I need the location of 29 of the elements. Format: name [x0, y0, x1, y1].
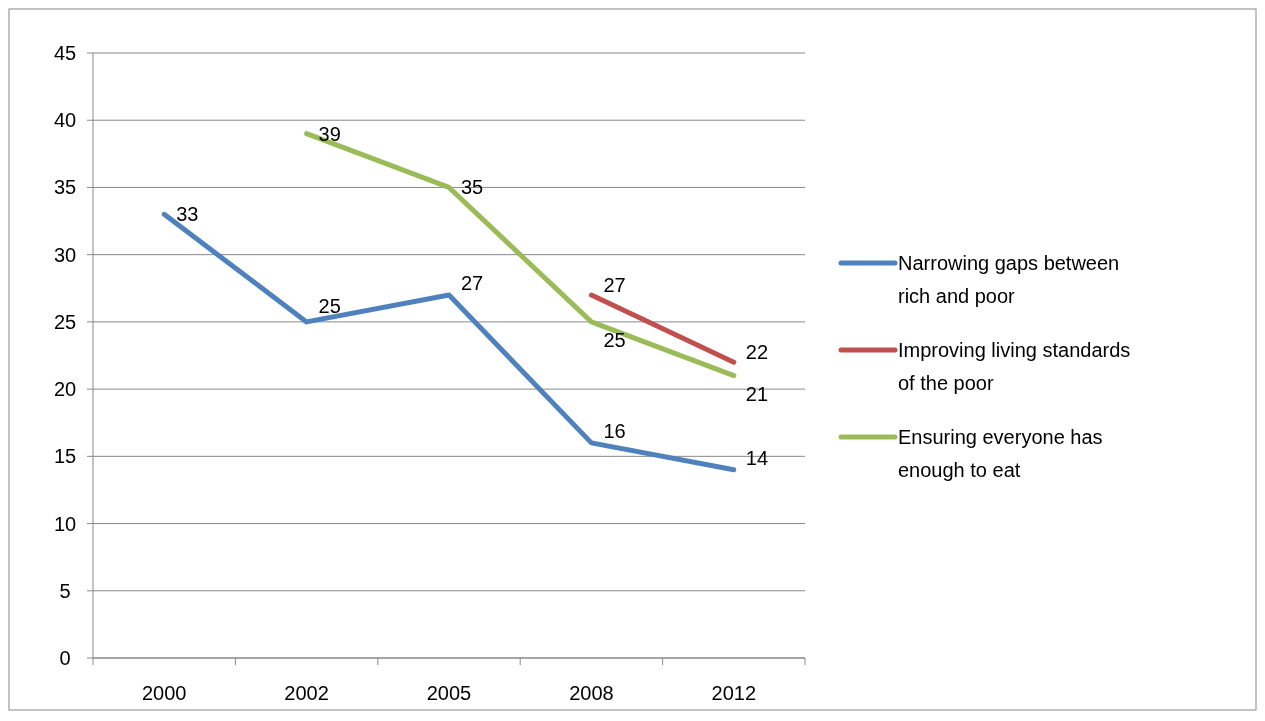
- data-label: 33: [176, 203, 199, 226]
- y-tick-label: 40: [53, 109, 77, 132]
- data-label: 16: [603, 419, 626, 442]
- y-tick-label: 10: [53, 512, 77, 535]
- data-label: 27: [461, 272, 484, 294]
- legend-label: Narrowing gaps between rich and poor: [898, 252, 1120, 307]
- y-tick-label: 15: [53, 445, 77, 468]
- data-label: 25: [318, 294, 341, 317]
- y-tick-label: 30: [53, 243, 77, 266]
- y-tick-label: 0: [59, 647, 71, 669]
- y-tick-label: 45: [53, 42, 77, 64]
- data-label: 14: [745, 446, 769, 469]
- x-tick-label: 2000: [141, 682, 187, 704]
- x-tick-label: 2002: [284, 682, 329, 704]
- y-tick-label: 25: [53, 310, 77, 333]
- data-label: 35: [461, 176, 484, 199]
- legend-label: Ensuring everyone has enough to eat: [898, 426, 1103, 481]
- y-tick-label: 35: [53, 176, 77, 199]
- data-label: 22: [745, 341, 769, 364]
- data-label: 39: [318, 122, 341, 145]
- y-tick-label: 5: [59, 579, 71, 602]
- legend-label: Improving living standards of the poor: [898, 339, 1131, 394]
- data-label: 25: [603, 328, 626, 351]
- data-label: 27: [603, 274, 626, 296]
- x-tick-label: 2012: [711, 682, 757, 704]
- data-label: 21: [745, 382, 769, 405]
- x-tick-label: 2005: [426, 682, 472, 704]
- y-tick-label: 20: [53, 378, 77, 401]
- x-tick-label: 2008: [569, 682, 614, 704]
